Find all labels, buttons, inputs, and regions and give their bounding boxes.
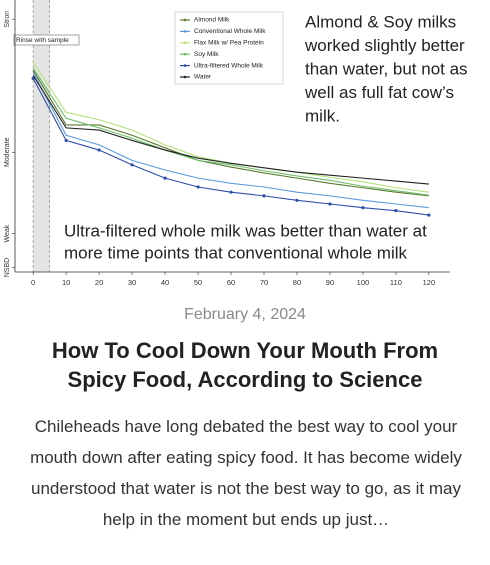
chart: Rinse with sample 0 10 20 30 40 50 60 70 80 90 100 1… xyxy=(4,0,468,287)
y-tick-label: Moderate xyxy=(4,137,11,167)
x-tick-label: 120 xyxy=(423,278,436,287)
legend-label: Soy Milk xyxy=(194,51,219,58)
post-excerpt: Chileheads have long debated the best wa… xyxy=(30,417,462,529)
series-point xyxy=(427,213,431,217)
series-point xyxy=(196,185,200,189)
legend-label: Flax Milk w/ Pea Protein xyxy=(194,40,264,47)
legend-dot xyxy=(183,30,187,33)
annotation: Almond & Soy milks xyxy=(305,12,456,31)
annotation: worked slightly better xyxy=(304,36,465,55)
series-line xyxy=(32,72,429,209)
x-tick-label: 20 xyxy=(95,278,103,287)
series-point xyxy=(229,190,233,194)
rinse-label-box xyxy=(13,34,80,46)
legend-dot xyxy=(183,52,187,56)
series-point xyxy=(130,163,134,167)
x-tick-label: 100 xyxy=(357,278,370,287)
annotation: Ultra-filtered whole milk was better tha… xyxy=(64,221,427,240)
series-point xyxy=(361,206,365,210)
y-tick-label: NSBD xyxy=(4,258,11,277)
series-point xyxy=(97,148,101,152)
legend-dot xyxy=(183,75,187,79)
annotation: well as full fat cow’s xyxy=(304,83,454,102)
series-line xyxy=(32,67,429,196)
y-tick-label: Weak xyxy=(4,224,11,242)
x-tick-label: 30 xyxy=(128,278,136,287)
x-tick-label: 80 xyxy=(293,278,301,287)
annotation: milk. xyxy=(305,106,340,125)
annotation: more time points that conventional whole… xyxy=(64,243,407,262)
series-point xyxy=(64,138,68,143)
legend-dot xyxy=(183,18,187,22)
x-tick-label: 90 xyxy=(326,278,334,287)
x-tick-label: 110 xyxy=(390,278,402,287)
series-point xyxy=(163,176,167,180)
x-tick-label: 10 xyxy=(62,278,70,287)
legend-dot xyxy=(183,41,187,45)
legend-dot xyxy=(183,64,187,67)
series-point xyxy=(328,202,332,206)
x-tick-label: 40 xyxy=(161,278,169,287)
x-tick-label: 0 xyxy=(31,278,35,287)
annotation: than water, but not as xyxy=(305,59,468,78)
series-line xyxy=(32,69,429,197)
y-tick-label: Stron xyxy=(4,11,11,28)
post-title[interactable]: How To Cool Down Your Mouth From Spicy F… xyxy=(51,338,439,392)
series-point xyxy=(262,194,266,198)
series-point xyxy=(394,209,398,213)
post-date: February 4, 2024 xyxy=(184,306,306,323)
legend-label: Water xyxy=(194,74,212,81)
legend-box xyxy=(174,11,284,85)
legend-label: Ultra-filtered Whole Milk xyxy=(194,62,264,69)
series-line xyxy=(32,75,429,185)
series-point xyxy=(295,198,299,202)
rinse-label: Rinse with sample xyxy=(16,37,69,44)
legend-label: Conventional Whole Milk xyxy=(194,28,266,35)
x-tick-label: 60 xyxy=(227,278,235,287)
legend-label: Almond Milk xyxy=(194,17,230,24)
x-tick-label: 70 xyxy=(260,278,268,287)
x-tick-label: 50 xyxy=(194,278,202,287)
